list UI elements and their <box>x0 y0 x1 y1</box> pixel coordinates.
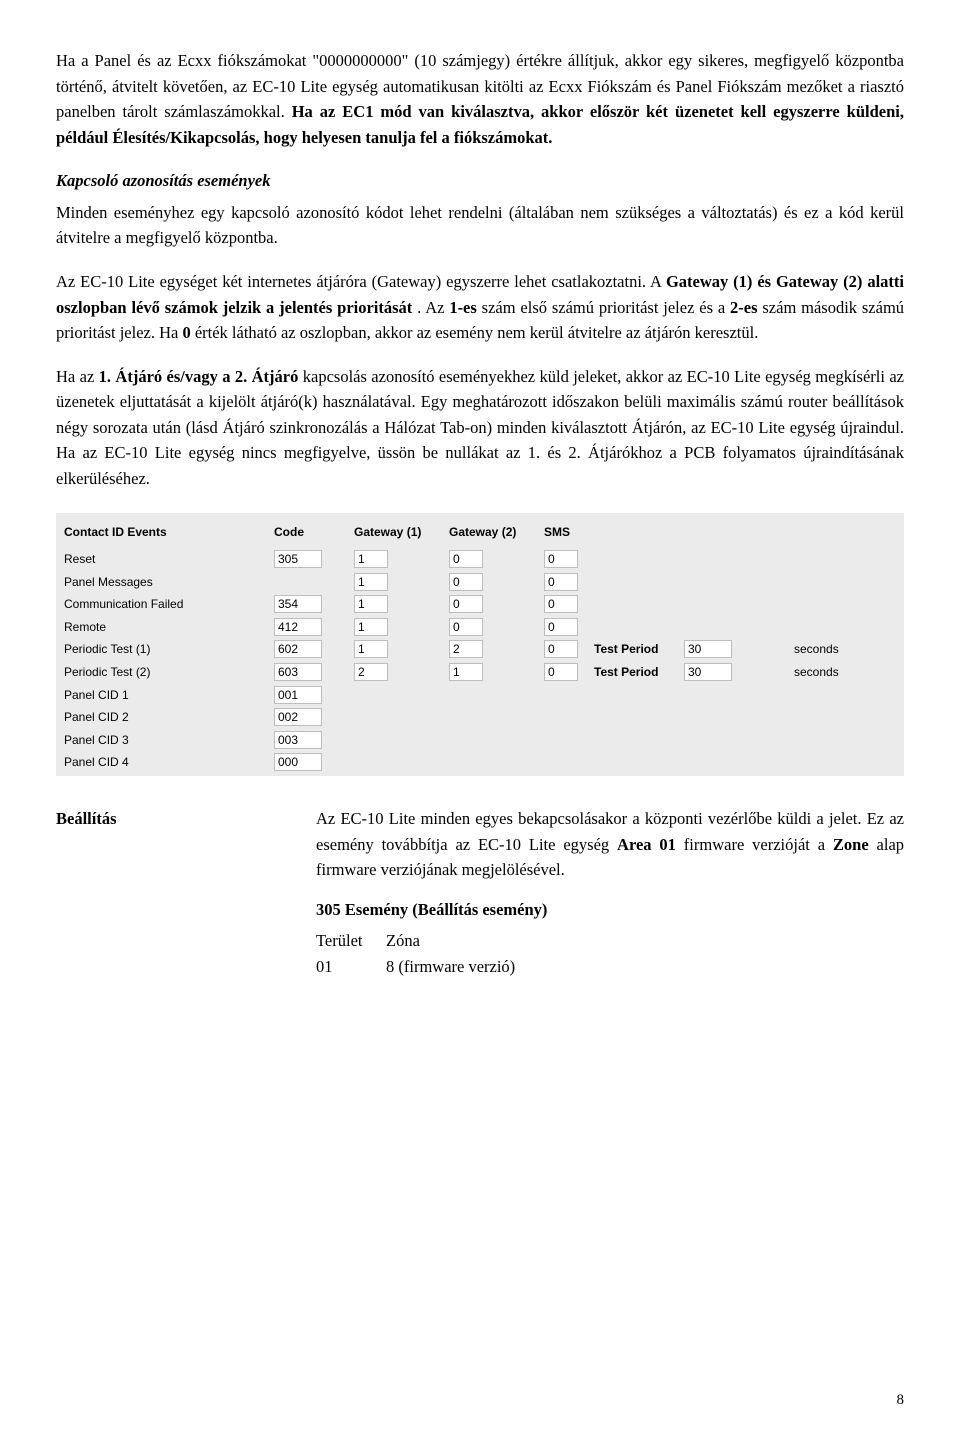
table-row: Panel Messages 1 0 0 <box>62 571 898 594</box>
p3-c: . Az <box>417 298 449 317</box>
section-heading-events: Kapcsoló azonosítás események <box>56 168 904 194</box>
event-header-row: Terület Zóna <box>316 928 904 954</box>
table-body: Reset305100Panel Messages100Communicatio… <box>62 548 898 774</box>
row-label: Periodic Test (2) <box>64 663 274 682</box>
th-events: Contact ID Events <box>64 523 274 542</box>
row-label: Panel CID 2 <box>64 708 274 727</box>
definition-body: Az EC-10 Lite minden egyes bekapcsolásak… <box>316 806 904 979</box>
definition-term: Beállítás <box>56 806 296 979</box>
row-label: Panel CID 1 <box>64 686 274 705</box>
code-input[interactable]: 354 <box>274 595 322 613</box>
p3-f: 2-es <box>730 298 758 317</box>
p3-e: szám első számú prioritást jelez és a <box>482 298 730 317</box>
event-heading: 305 Esemény (Beállítás esemény) <box>316 897 904 923</box>
gateway1-input[interactable]: 1 <box>354 640 388 658</box>
table-row: Reset305 1 0 0 <box>62 548 898 571</box>
contact-id-table: Contact ID Events Code Gateway (1) Gatew… <box>56 513 904 776</box>
gateway2-input[interactable]: 1 <box>449 663 483 681</box>
p3-i: érték látható az oszlopban, akkor az ese… <box>195 323 759 342</box>
row-label: Periodic Test (1) <box>64 640 274 659</box>
db-b: Area 01 <box>617 835 676 854</box>
p3-h: 0 <box>182 323 190 342</box>
table-header-row: Contact ID Events Code Gateway (1) Gatew… <box>62 519 898 548</box>
gateway2-input[interactable]: 0 <box>449 573 483 591</box>
db-d: Zone <box>833 835 869 854</box>
code-input[interactable]: 603 <box>274 663 322 681</box>
gateway1-input[interactable]: 1 <box>354 573 388 591</box>
code-input[interactable]: 002 <box>274 708 322 726</box>
table-row: Panel CID 3003 <box>62 729 898 752</box>
p4-b: 1. Átjáró és/vagy a 2. Átjáró <box>99 367 299 386</box>
extra-unit: seconds <box>794 663 854 682</box>
row-label: Reset <box>64 550 274 569</box>
test-period-input[interactable]: 30 <box>684 663 732 681</box>
table-row: Periodic Test (2)603 2 1 0 Test Period30 seco… <box>62 661 898 684</box>
sms-input[interactable]: 0 <box>544 663 578 681</box>
row-label: Panel Messages <box>64 573 274 592</box>
row-label: Panel CID 3 <box>64 731 274 750</box>
paragraph-3: Az EC-10 Lite egységet két internetes át… <box>56 269 904 346</box>
th-extra-unit <box>794 523 854 542</box>
p3-a: Az EC-10 Lite egységet két internetes át… <box>56 272 666 291</box>
gateway2-input[interactable]: 0 <box>449 550 483 568</box>
gateway1-input[interactable]: 1 <box>354 595 388 613</box>
extra-label: Test Period <box>594 663 684 682</box>
event-col-zone: Zóna <box>386 928 904 954</box>
gateway2-input[interactable]: 2 <box>449 640 483 658</box>
event-data-row: 01 8 (firmware verzió) <box>316 954 904 980</box>
th-extra-val <box>684 523 794 542</box>
table-row: Remote412 1 0 0 <box>62 616 898 639</box>
table-row: Panel CID 1001 <box>62 684 898 707</box>
event-table: Terület Zóna 01 8 (firmware verzió) <box>316 928 904 979</box>
code-input[interactable]: 305 <box>274 550 322 568</box>
event-col-territory: Terület <box>316 928 386 954</box>
paragraph-1: Ha a Panel és az Ecxx fiókszámokat "0000… <box>56 48 904 150</box>
th-gateway2: Gateway (2) <box>449 523 544 542</box>
table-row: Panel CID 4000 <box>62 751 898 774</box>
test-period-input[interactable]: 30 <box>684 640 732 658</box>
extra-label: Test Period <box>594 640 684 659</box>
th-gateway1: Gateway (1) <box>354 523 449 542</box>
table-row: Communication Failed354 1 0 0 <box>62 593 898 616</box>
db-c: firmware verzióját a <box>684 835 833 854</box>
sms-input[interactable]: 0 <box>544 595 578 613</box>
code-input[interactable]: 000 <box>274 753 322 771</box>
gateway1-input[interactable]: 1 <box>354 550 388 568</box>
gateway2-input[interactable]: 0 <box>449 618 483 636</box>
code-input[interactable]: 003 <box>274 731 322 749</box>
table-row: Panel CID 2002 <box>62 706 898 729</box>
row-label: Communication Failed <box>64 595 274 614</box>
sms-input[interactable]: 0 <box>544 618 578 636</box>
row-label: Remote <box>64 618 274 637</box>
code-input[interactable]: 412 <box>274 618 322 636</box>
definition-paragraph: Az EC-10 Lite minden egyes bekapcsolásak… <box>316 806 904 883</box>
paragraph-4: Ha az 1. Átjáró és/vagy a 2. Átjáró kapc… <box>56 364 904 492</box>
sms-input[interactable]: 0 <box>544 550 578 568</box>
th-sms: SMS <box>544 523 594 542</box>
event-territory-val: 01 <box>316 954 386 980</box>
code-input[interactable]: 001 <box>274 686 322 704</box>
code-input[interactable]: 602 <box>274 640 322 658</box>
sms-input[interactable]: 0 <box>544 640 578 658</box>
p4-a: Ha az <box>56 367 99 386</box>
sms-input[interactable]: 0 <box>544 573 578 591</box>
gateway2-input[interactable]: 0 <box>449 595 483 613</box>
table-row: Periodic Test (1)602 1 2 0 Test Period30 seco… <box>62 638 898 661</box>
p3-d: 1-es <box>449 298 477 317</box>
th-extra-label <box>594 523 684 542</box>
gateway1-input[interactable]: 1 <box>354 618 388 636</box>
page-number: 8 <box>897 1389 905 1412</box>
definition-grid: Beállítás Az EC-10 Lite minden egyes bek… <box>56 806 904 979</box>
th-code: Code <box>274 523 354 542</box>
paragraph-2: Minden eseményhez egy kapcsoló azonosító… <box>56 200 904 251</box>
extra-unit: seconds <box>794 640 854 659</box>
gateway1-input[interactable]: 2 <box>354 663 388 681</box>
event-zone-val: 8 (firmware verzió) <box>386 954 904 980</box>
row-label: Panel CID 4 <box>64 753 274 772</box>
